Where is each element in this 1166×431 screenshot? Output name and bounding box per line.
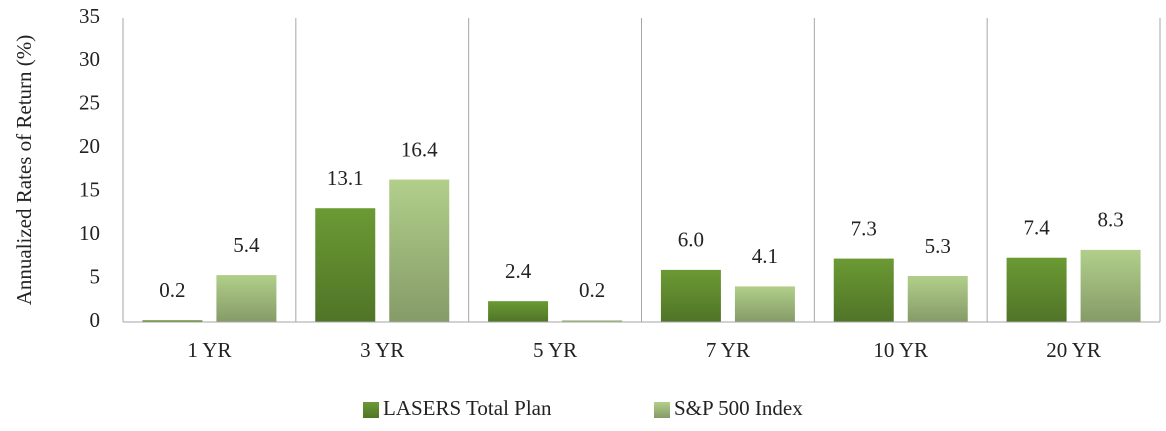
x-tick-label: 10 YR	[873, 338, 928, 362]
data-label: 4.1	[752, 244, 778, 268]
bar	[1006, 257, 1067, 322]
data-label: 2.4	[505, 259, 532, 283]
bar	[907, 275, 968, 322]
bar	[1080, 249, 1141, 322]
bar	[488, 301, 549, 322]
legend-label: S&P 500 Index	[674, 396, 803, 420]
data-label: 5.3	[925, 234, 951, 258]
bar	[216, 275, 277, 322]
bar	[562, 320, 623, 322]
x-tick-label: 5 YR	[533, 338, 577, 362]
legend-swatch	[654, 402, 670, 418]
bar	[389, 179, 450, 322]
data-label: 0.2	[579, 278, 605, 302]
data-label: 5.4	[233, 233, 260, 257]
bar	[660, 269, 721, 322]
data-label: 0.2	[159, 278, 185, 302]
y-tick-label: 30	[79, 47, 100, 71]
legend-swatch	[363, 402, 379, 418]
data-label: 7.3	[851, 216, 877, 240]
bar	[142, 320, 203, 322]
y-tick-label: 5	[90, 264, 101, 288]
bar	[734, 286, 795, 322]
data-label: 6.0	[678, 228, 704, 252]
data-label: 16.4	[401, 137, 438, 161]
y-tick-label: 35	[79, 4, 100, 28]
data-label: 7.4	[1023, 216, 1050, 240]
y-tick-label: 20	[79, 134, 100, 158]
x-tick-label: 20 YR	[1046, 338, 1101, 362]
y-tick-label: 15	[79, 178, 100, 202]
x-tick-label: 3 YR	[360, 338, 404, 362]
y-tick-label: 0	[90, 308, 101, 332]
data-label: 8.3	[1097, 208, 1123, 232]
y-tick-label: 10	[79, 221, 100, 245]
x-tick-label: 1 YR	[187, 338, 231, 362]
bar	[833, 258, 894, 322]
legend-label: LASERS Total Plan	[383, 396, 552, 420]
data-label: 13.1	[327, 166, 364, 190]
x-tick-label: 7 YR	[706, 338, 750, 362]
y-tick-label: 25	[79, 91, 100, 115]
bar	[315, 208, 376, 322]
y-axis-label: Annualized Rates of Return (%)	[12, 35, 36, 306]
